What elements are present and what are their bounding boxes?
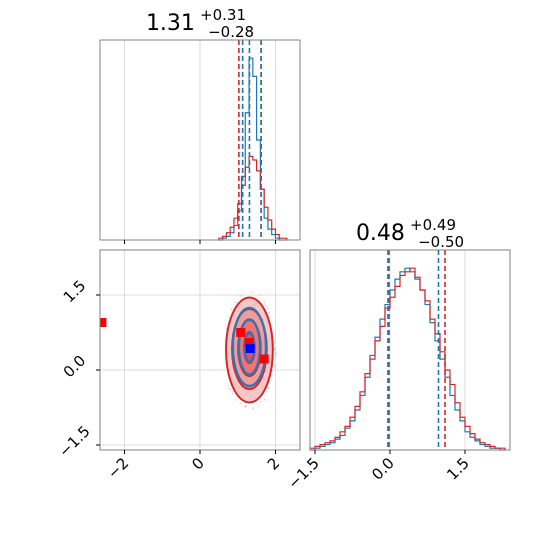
scatter-sample-point (267, 307, 269, 310)
hist-y-ticks: −1.5 0.0 1.5 (284, 450, 473, 493)
scatter-x-tick-label: 0 (188, 454, 207, 473)
scatter-sample-point (270, 379, 273, 382)
hist-x-panel: 1.31 +0.31 −0.28 (99, 5, 301, 244)
scatter-sample-point (275, 354, 278, 357)
scatter-sample-point (273, 341, 276, 344)
scatter-sample-point (239, 402, 242, 405)
scatter-y-tick-label: 1.5 (60, 277, 90, 307)
scatter-y-tick-label: 0.0 (60, 352, 90, 382)
scatter-sample-point (265, 304, 268, 307)
hist-x-red-series (218, 155, 288, 240)
scatter-red-marker (259, 354, 269, 364)
hist-y-tick-label: −1.5 (284, 454, 322, 492)
scatter-sample-point (263, 398, 266, 401)
hist-y-red-series (309, 267, 506, 450)
scatter-sample-point (234, 301, 237, 304)
scatter-blue-marker (245, 344, 255, 353)
hist-x-ticks (124, 240, 276, 244)
hist-y-tick-label: 0.0 (368, 454, 398, 484)
scatter-sample-point (244, 406, 247, 408)
hist-x-blue-series (218, 57, 287, 241)
scatter-sample-point (263, 301, 266, 304)
scatter-sample-point (267, 386, 269, 389)
scatter-red-marker (244, 338, 254, 347)
scatter-y-tick-label: −1.5 (55, 422, 93, 460)
scatter-sample-point (231, 393, 234, 395)
scatter-sample-point (274, 364, 276, 367)
hist-y-frame (309, 249, 511, 451)
scatter-sample-point (251, 407, 254, 410)
hist-y-tick-label: 1.5 (443, 454, 473, 484)
scatter-sample-point (227, 385, 230, 387)
scatter-sample-point (271, 369, 274, 372)
hist-y-quantile-lines (387, 250, 446, 450)
hist-x-grid (124, 40, 276, 240)
scatter-x-tick-label: 2 (264, 454, 283, 473)
hist-y-blue-series (310, 267, 505, 451)
scatter-sample-point (228, 387, 231, 390)
scatter-sample-point (227, 315, 230, 318)
scatter-sample-point (251, 291, 253, 294)
hist-y-title: 0.48 +0.49 −0.50 (356, 215, 464, 251)
scatter-sample-point (257, 404, 260, 407)
scatter-sample-point (258, 294, 261, 296)
scatter-markers (100, 318, 269, 364)
scatter-sample-point (268, 312, 271, 314)
hist-y-panel: −1.5 0.0 1.5 0.48 +0.49 −0.50 (284, 215, 511, 493)
scatter-sample-point (235, 398, 238, 401)
scatter-red-marker (236, 328, 246, 337)
scatter-sample-point (230, 308, 233, 311)
scatter-x-tick-label: −2 (104, 454, 132, 482)
hist-y-grid (314, 250, 466, 450)
scatter-sample-point (259, 400, 262, 403)
scatter-sample-point (231, 390, 234, 393)
scatter-blue-contour (231, 306, 268, 388)
scatter-xy-panel: −2 0 2 −1.5 0.0 1.5 (55, 249, 301, 482)
hist-x-title: 1.31 +0.31 −0.28 (146, 5, 254, 41)
scatter-blue-contour (237, 318, 262, 376)
scatter-sample-point (255, 403, 258, 406)
scatter-sample-point (239, 294, 242, 297)
scatter-sample-point (274, 351, 277, 354)
hist-x-quantile-lines (238, 40, 262, 240)
scatter-red-marker (100, 318, 107, 327)
